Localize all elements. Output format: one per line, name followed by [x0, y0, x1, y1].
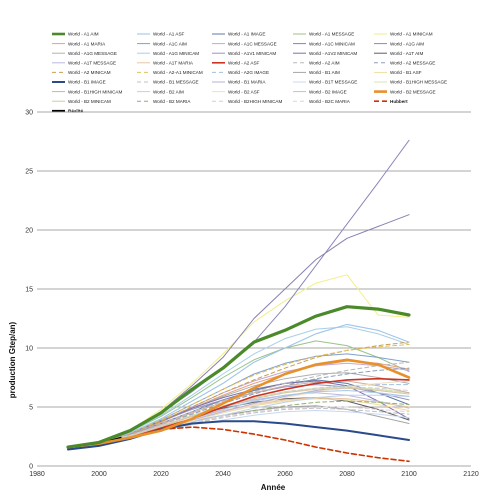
legend-label: Réalité [68, 109, 84, 114]
series-line [67, 420, 410, 451]
legend-label: World - B2C MARIA [309, 99, 351, 104]
y-tick-label: 15 [25, 287, 33, 294]
legend-label: World - B2 MARIA [153, 99, 191, 104]
legend-label: World - A1C MESSAGE [228, 41, 277, 46]
legend-label: World - B1 MESSAGE [153, 80, 199, 85]
legend-label: World - A1G MESSAGE [68, 51, 117, 56]
legend-label: World - A1C AIM [153, 41, 187, 46]
legend-label: World - B2 AIM [153, 89, 184, 94]
y-tick-label: 30 [25, 110, 33, 117]
legend-label: World - A2 MESSAGE [390, 61, 435, 66]
x-axis-ticks: 1980 2000 2020 2040 2060 2080 2100 2120 [29, 471, 479, 478]
series-line [66, 305, 411, 449]
legend-label: World - B1 ASF [390, 70, 422, 75]
legend-label: World - B1 AIM [309, 70, 340, 75]
legend-label: World - B2 MESSAGE [390, 89, 436, 94]
legend-label: World - B2HIGH MINICAM [228, 99, 282, 104]
x-axis-label: Année [261, 483, 286, 492]
legend-label: World - A1T MARIA [153, 61, 194, 66]
legend-label: World - A2 AIM [309, 61, 340, 66]
x-tick-label: 2100 [401, 471, 417, 478]
legend-label: World - A2 MINICAM [68, 70, 111, 75]
legend-label: World - A1 ASF [153, 32, 185, 37]
legend-label: World - B1HIGH MESSAGE [390, 80, 447, 85]
y-axis-label: production Gtep/an) [8, 321, 17, 398]
legend-label: World - A1 MINICAM [390, 32, 433, 37]
y-tick-label: 5 [29, 405, 33, 412]
series-line [66, 358, 411, 449]
legend-label: World - B1 IMAGE [68, 80, 106, 85]
legend-label: World - A1 IMAGE [228, 32, 265, 37]
legend-label: World - A1G AIM [390, 41, 424, 46]
legend-label: World - A2 ASF [228, 61, 260, 66]
x-tick-label: 2020 [153, 471, 169, 478]
y-axis-ticks: 0 5 10 15 20 25 30 [25, 110, 33, 471]
legend-label: World - A1V1 MINICAM [228, 51, 276, 56]
legend-label: World - A1 AIM [68, 32, 99, 37]
x-tick-label: 2120 [463, 471, 479, 478]
legend-label: World - A1C MINICAM [309, 41, 355, 46]
legend-label: World - A1T AIM [390, 51, 423, 56]
legend-label: World - B1 MARIA [228, 80, 266, 85]
y-tick-label: 20 [25, 228, 33, 235]
y-tick-label: 0 [29, 464, 33, 471]
legend-label: World - B2 ASF [228, 89, 260, 94]
legend-label: World - A2-A1 MINICAM [153, 70, 203, 75]
plot-series [66, 139, 411, 463]
legend-label: World - A1V2 MINICAM [309, 51, 357, 56]
x-tick-label: 2060 [277, 471, 293, 478]
x-tick-label: 1980 [29, 471, 45, 478]
x-tick-label: 2000 [91, 471, 107, 478]
x-tick-label: 2040 [215, 471, 231, 478]
legend-label: World - A1G MINICAM [153, 51, 199, 56]
legend-label: Hubbert [390, 99, 408, 104]
legend: World - A1 AIM World - A1 ASF World - A1 I… [52, 32, 447, 114]
legend-label: World - B1T MESSAGE [309, 80, 357, 85]
legend-label: World - A1 MESSAGE [309, 32, 354, 37]
gridlines [37, 111, 471, 467]
series-line [67, 367, 410, 448]
series-line [67, 323, 410, 448]
y-tick-label: 25 [25, 169, 33, 176]
y-tick-label: 10 [25, 346, 33, 353]
legend-label: World - B2 IMAGE [309, 89, 347, 94]
legend-label: World - B1HIGH MINICAM [68, 89, 122, 94]
legend-label: World - B2 MINICAM [68, 99, 111, 104]
legend-label: World - A1T MESSAGE [68, 61, 116, 66]
legend-label: World - A2G IMAGE [228, 70, 269, 75]
x-tick-label: 2080 [339, 471, 355, 478]
legend-label: World - A1 MARIA [68, 41, 106, 46]
